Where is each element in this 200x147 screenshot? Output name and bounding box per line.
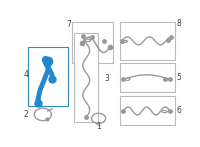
Bar [120,63,175,92]
Bar [28,47,68,106]
Bar [72,22,113,63]
Text: 7: 7 [67,20,72,30]
Bar [120,22,175,60]
Text: 2: 2 [23,111,28,120]
Text: 3: 3 [105,74,110,83]
Text: 8: 8 [177,19,182,28]
Bar [74,34,98,122]
Bar [120,96,175,125]
Text: 4: 4 [23,70,28,79]
Text: 1: 1 [96,122,101,131]
Text: 6: 6 [177,106,182,115]
Text: 5: 5 [177,73,182,82]
